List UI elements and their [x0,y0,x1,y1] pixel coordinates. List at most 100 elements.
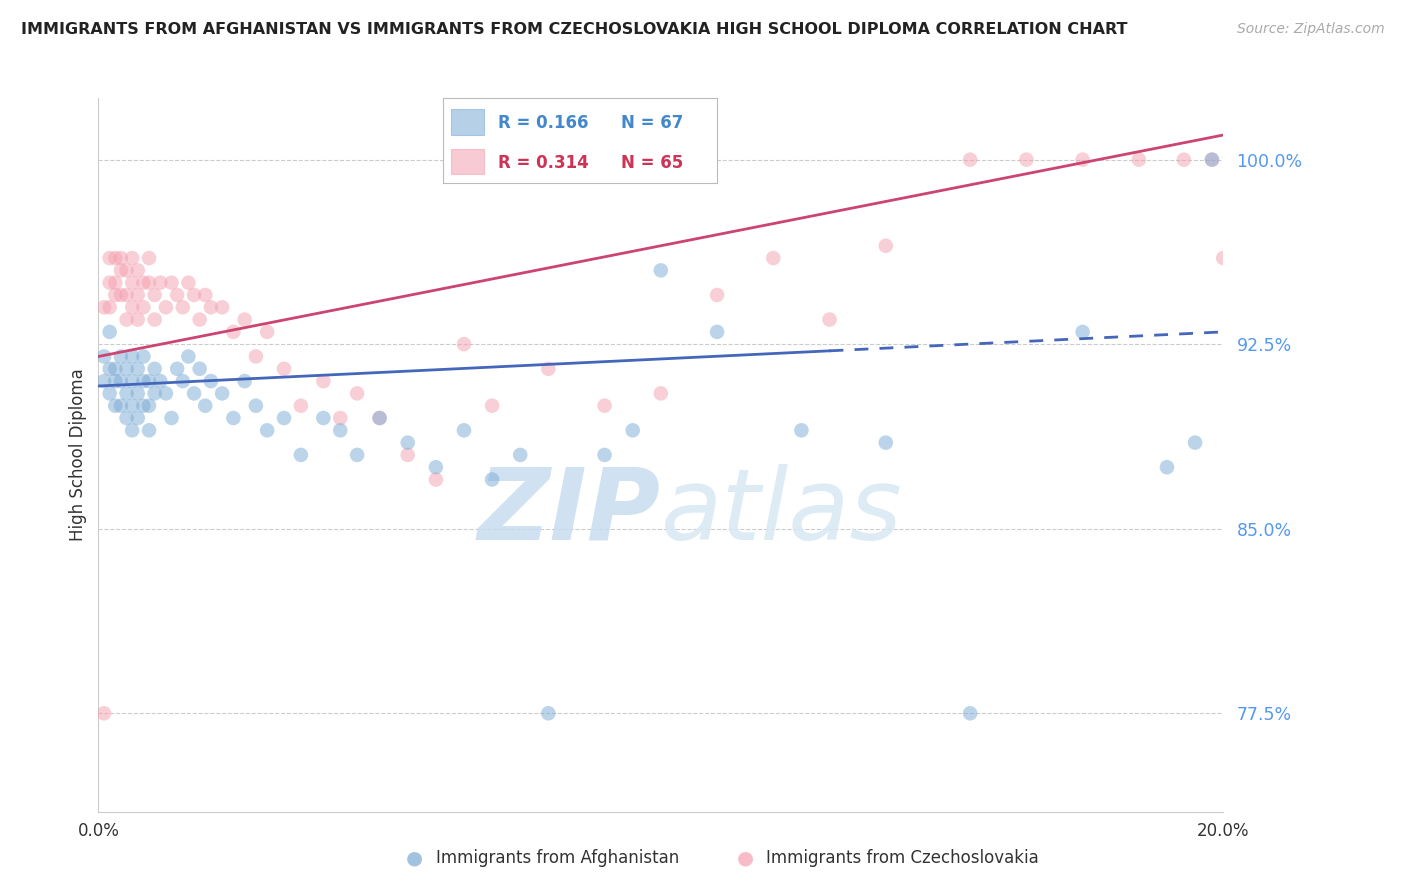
Point [1156,460,1178,475]
Point [138,374,160,388]
Point [396,448,419,462]
Point [132,276,155,290]
Text: atlas: atlas [661,464,903,560]
Point [368,411,391,425]
Point [396,435,419,450]
Point [138,399,160,413]
Point [121,399,143,413]
Point [121,350,143,364]
Point [425,473,447,487]
Point [200,374,222,388]
Point [509,448,531,462]
Point [127,386,149,401]
Point [149,374,172,388]
Text: ●: ● [737,848,754,868]
Point [132,399,155,413]
Point [481,399,503,413]
Point [1201,153,1223,167]
Point [172,374,194,388]
Point [346,386,368,401]
Text: Immigrants from Afghanistan: Immigrants from Afghanistan [436,849,679,867]
Point [818,312,841,326]
Point [110,288,132,302]
Point [425,460,447,475]
Point [132,374,155,388]
Point [188,361,211,376]
Point [138,276,160,290]
Point [593,448,616,462]
Point [211,386,233,401]
Point [312,411,335,425]
Point [959,706,981,721]
Point [245,350,267,364]
Point [329,411,352,425]
Point [127,288,149,302]
Point [329,423,352,437]
Point [104,374,127,388]
Point [160,276,183,290]
Point [155,386,177,401]
Point [706,325,728,339]
FancyBboxPatch shape [451,109,484,135]
Point [256,423,278,437]
Point [110,374,132,388]
Text: ●: ● [406,848,423,868]
Point [200,300,222,314]
Point [160,411,183,425]
Point [222,325,245,339]
Point [166,361,188,376]
Point [132,350,155,364]
Point [177,276,200,290]
Point [104,361,127,376]
Point [959,153,981,167]
Point [115,288,138,302]
Point [273,361,295,376]
Point [290,448,312,462]
Point [650,263,672,277]
Point [290,399,312,413]
Point [115,386,138,401]
Point [1173,153,1195,167]
Point [453,337,475,351]
Point [233,312,256,326]
Text: ZIP: ZIP [478,464,661,560]
Point [98,251,121,265]
Point [1128,153,1150,167]
Point [93,706,115,721]
Point [104,399,127,413]
Point [537,361,560,376]
Point [127,361,149,376]
Point [110,399,132,413]
Text: Immigrants from Czechoslovakia: Immigrants from Czechoslovakia [766,849,1039,867]
Point [621,423,644,437]
Point [1201,153,1223,167]
Point [256,325,278,339]
Point [453,423,475,437]
Point [155,300,177,314]
Point [1015,153,1038,167]
Text: Source: ZipAtlas.com: Source: ZipAtlas.com [1237,22,1385,37]
Point [110,263,132,277]
Text: IMMIGRANTS FROM AFGHANISTAN VS IMMIGRANTS FROM CZECHOSLOVAKIA HIGH SCHOOL DIPLOM: IMMIGRANTS FROM AFGHANISTAN VS IMMIGRANT… [21,22,1128,37]
Point [98,386,121,401]
Point [115,263,138,277]
Point [481,473,503,487]
Point [104,251,127,265]
Point [132,300,155,314]
Point [121,276,143,290]
Point [1071,325,1094,339]
Point [222,411,245,425]
Point [127,411,149,425]
Point [346,448,368,462]
Point [177,350,200,364]
Point [1184,435,1206,450]
Point [790,423,813,437]
Text: N = 65: N = 65 [621,153,683,172]
Point [110,251,132,265]
Point [233,374,256,388]
Point [98,325,121,339]
Text: R = 0.166: R = 0.166 [498,114,588,132]
Text: R = 0.314: R = 0.314 [498,153,589,172]
Point [172,300,194,314]
Point [1071,153,1094,167]
